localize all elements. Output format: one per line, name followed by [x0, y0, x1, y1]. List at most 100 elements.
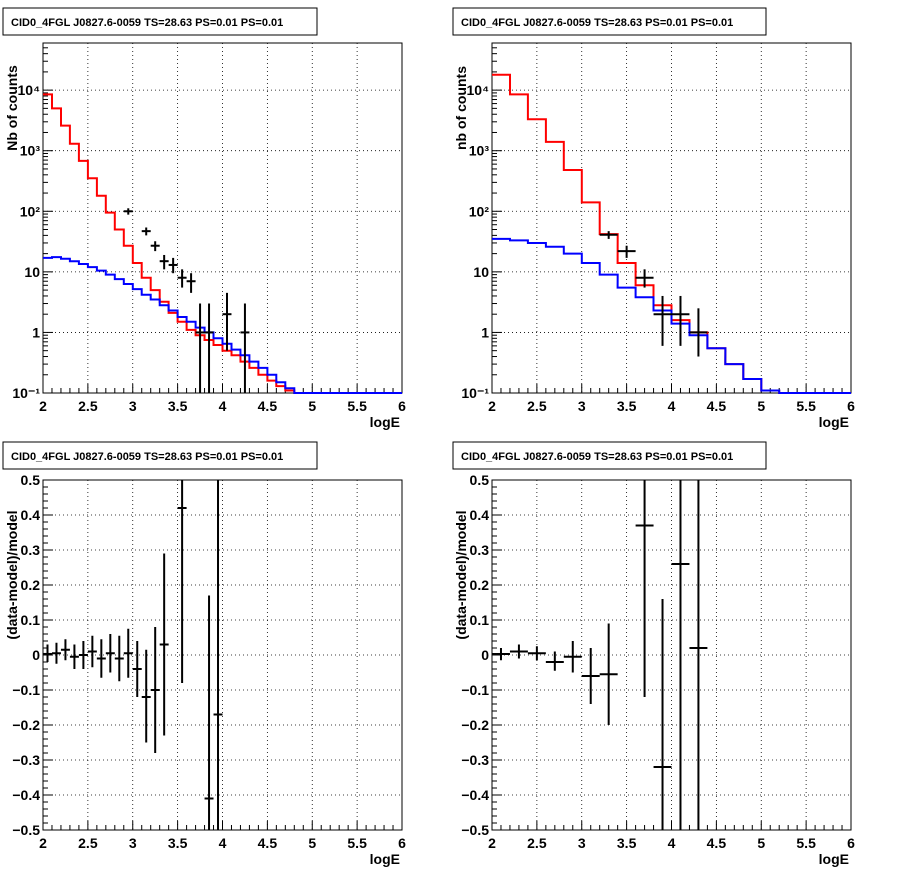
x-tick-label: 5 — [757, 398, 765, 414]
data-point — [150, 241, 160, 252]
x-tick-label: 2.5 — [78, 835, 98, 851]
y-tick-label: −0.1 — [461, 682, 489, 698]
y-tick-label: −0.5 — [461, 822, 489, 838]
y-tick-label: −0.2 — [12, 717, 40, 733]
panel-title-box — [452, 7, 767, 36]
data-point — [96, 639, 106, 678]
data-point — [105, 634, 115, 673]
data-point — [653, 599, 672, 830]
x-tick-label: 3.5 — [168, 398, 188, 414]
x-tick-label: 2 — [488, 835, 496, 851]
x-axis-label: logE — [819, 851, 849, 867]
x-tick-label: 5 — [757, 835, 765, 851]
data-point — [43, 644, 52, 662]
x-tick-label: 4.5 — [707, 835, 727, 851]
x-tick-label: 5 — [308, 398, 316, 414]
y-tick-label: 10⁻¹ — [12, 385, 40, 401]
data-point — [563, 641, 582, 673]
x-axis-label: logE — [370, 414, 400, 430]
panel-bottom-right-residuals: CID0_4FGL J0827.6-0059 TS=28.63 PS=0.01 … — [452, 441, 855, 867]
panel-title: CID0_4FGL J0827.6-0059 TS=28.63 PS=0.01 … — [11, 451, 283, 463]
model-total-curve — [492, 73, 851, 394]
data-point — [186, 273, 196, 293]
y-tick-label: 10⁴ — [467, 82, 490, 98]
y-tick-label: 1 — [32, 324, 40, 340]
x-tick-label: 2.5 — [527, 835, 547, 851]
y-tick-label: 0.2 — [21, 577, 41, 593]
x-tick-label: 5.5 — [796, 835, 816, 851]
data-point — [635, 480, 654, 697]
data-point — [114, 635, 124, 682]
x-tick-label: 2 — [39, 835, 47, 851]
y-tick-label: 10⁻¹ — [461, 385, 489, 401]
y-tick-label: −0.3 — [461, 752, 489, 768]
data-point — [177, 480, 187, 683]
data-point — [509, 644, 528, 659]
data-point — [653, 295, 672, 346]
data-point — [60, 639, 70, 661]
data-point — [168, 257, 178, 274]
y-tick-label: −0.4 — [461, 787, 489, 803]
x-tick-label: 3 — [578, 398, 586, 414]
x-tick-label: 4 — [668, 835, 676, 851]
data-point — [204, 595, 214, 830]
y-tick-label: 0.5 — [21, 472, 41, 488]
y-tick-label: 0.2 — [470, 577, 490, 593]
panel-title: CID0_4FGL J0827.6-0059 TS=28.63 PS=0.01 … — [461, 17, 733, 29]
x-tick-label: 4.5 — [258, 835, 278, 851]
data-point — [635, 269, 654, 288]
y-axis-label: nb of counts — [453, 66, 469, 150]
x-tick-label: 5.5 — [796, 398, 816, 414]
y-tick-label: 1 — [481, 324, 489, 340]
x-tick-label: 3 — [129, 835, 137, 851]
data-point — [123, 628, 133, 678]
data-point — [159, 553, 169, 736]
x-tick-label: 3.5 — [617, 398, 637, 414]
y-axis-label: (data-model)/model — [453, 510, 469, 639]
y-tick-label: 10 — [24, 264, 40, 280]
y-tick-label: 0.3 — [470, 542, 490, 558]
data-point — [123, 208, 133, 215]
data-point — [671, 295, 690, 346]
data-point — [599, 231, 618, 239]
x-tick-label: 4 — [219, 835, 227, 851]
y-tick-label: −0.4 — [12, 787, 40, 803]
data-point — [581, 648, 600, 704]
y-tick-label: −0.5 — [12, 822, 40, 838]
y-tick-label: 0.4 — [470, 507, 490, 523]
data-point — [51, 642, 61, 664]
x-axis-label: logE — [370, 851, 400, 867]
x-tick-label: 5.5 — [347, 398, 367, 414]
y-tick-label: −0.2 — [461, 717, 489, 733]
y-tick-label: 0.3 — [21, 542, 41, 558]
data-point — [141, 227, 151, 236]
x-tick-label: 5 — [308, 835, 316, 851]
data-point — [671, 480, 690, 830]
x-tick-label: 3 — [129, 398, 137, 414]
data-point — [527, 646, 546, 661]
data-point — [689, 480, 708, 830]
x-tick-label: 6 — [847, 398, 855, 414]
x-tick-label: 3.5 — [168, 835, 188, 851]
y-tick-label: 10³ — [20, 143, 41, 159]
y-tick-label: 0.5 — [470, 472, 490, 488]
y-tick-label: 0 — [481, 647, 489, 663]
y-tick-label: 10³ — [469, 143, 490, 159]
x-tick-label: 6 — [847, 835, 855, 851]
data-point — [204, 303, 214, 393]
x-tick-label: 6 — [398, 398, 406, 414]
panel-top-right-counts: CID0_4FGL J0827.6-0059 TS=28.63 PS=0.01 … — [452, 7, 855, 430]
y-tick-label: 10⁴ — [18, 82, 41, 98]
y-tick-label: 0.4 — [21, 507, 41, 523]
x-tick-label: 2.5 — [527, 398, 547, 414]
x-tick-label: 2 — [488, 398, 496, 414]
data-point — [141, 649, 151, 743]
x-tick-label: 4.5 — [258, 398, 278, 414]
data-point — [617, 245, 636, 258]
data-point — [240, 303, 250, 393]
data-point — [545, 651, 564, 671]
panel-title-box — [2, 7, 318, 36]
data-point — [195, 303, 205, 393]
y-tick-label: 10² — [469, 203, 490, 219]
